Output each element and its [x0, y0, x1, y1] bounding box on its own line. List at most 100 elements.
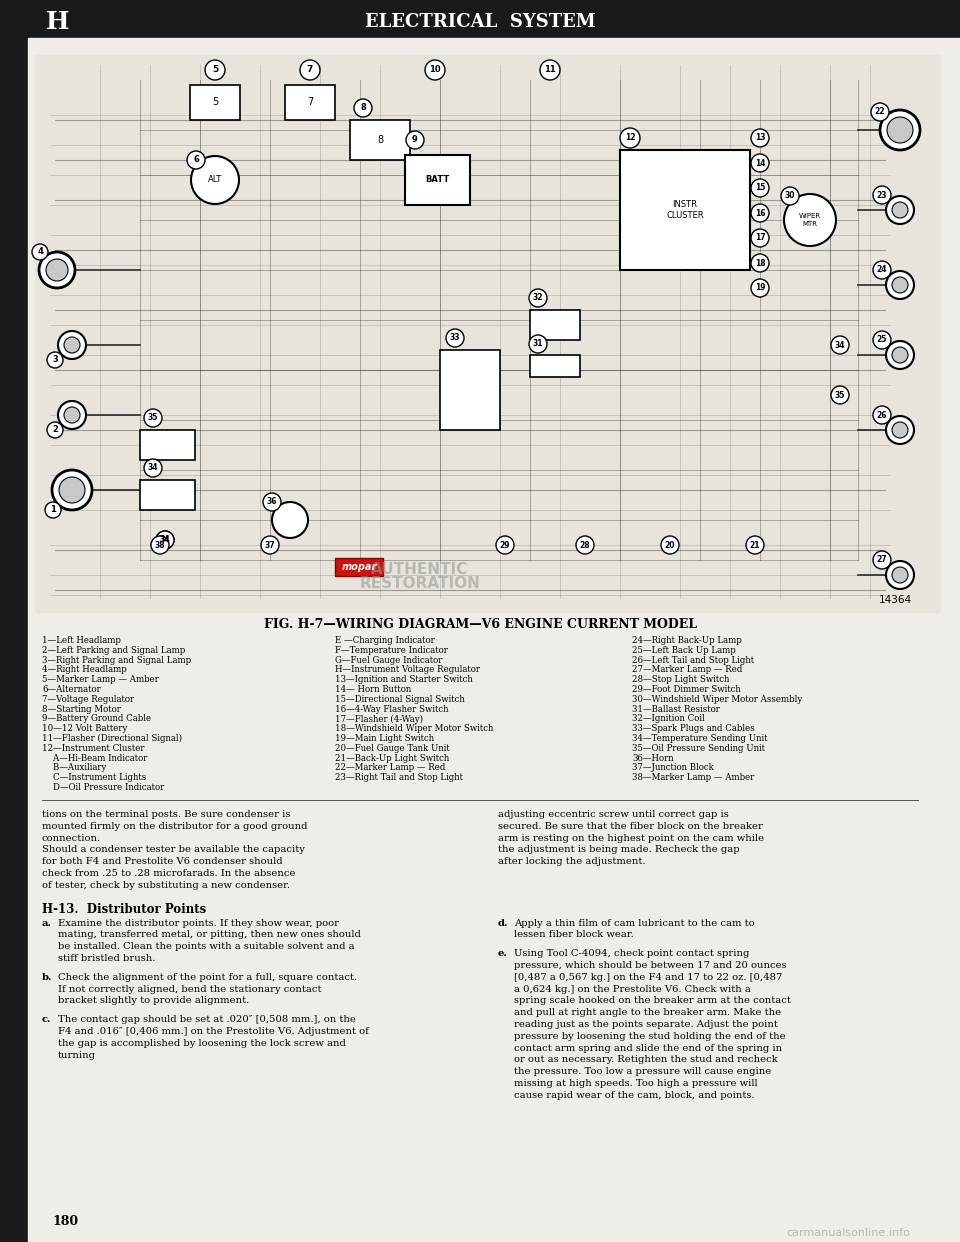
Text: 9: 9	[412, 135, 418, 144]
Circle shape	[892, 422, 908, 438]
Text: a 0,624 kg.] on the Prestolite V6. Check with a: a 0,624 kg.] on the Prestolite V6. Check…	[514, 985, 751, 994]
Text: carmanualsonline.info: carmanualsonline.info	[786, 1228, 910, 1238]
Circle shape	[406, 130, 424, 149]
Text: 13: 13	[755, 133, 765, 143]
Text: 24: 24	[876, 266, 887, 274]
Text: 36—Horn: 36—Horn	[632, 754, 674, 763]
Text: 2—Left Parking and Signal Lamp: 2—Left Parking and Signal Lamp	[42, 646, 185, 655]
Text: 20: 20	[664, 540, 675, 549]
Bar	[350, 120, 410, 160]
Circle shape	[751, 279, 769, 297]
Text: the adjustment is being made. Recheck the gap: the adjustment is being made. Recheck th…	[498, 846, 739, 854]
Circle shape	[529, 289, 547, 307]
Circle shape	[831, 337, 849, 354]
Text: after locking the adjustment.: after locking the adjustment.	[498, 857, 645, 866]
Text: arm is resting on the highest point on the cam while: arm is resting on the highest point on t…	[498, 833, 764, 842]
Text: 15—Directional Signal Switch: 15—Directional Signal Switch	[335, 694, 465, 704]
Text: spring scale hooked on the breaker arm at the contact: spring scale hooked on the breaker arm a…	[514, 996, 791, 1006]
Text: 14— Horn Button: 14— Horn Button	[335, 686, 411, 694]
Text: 23: 23	[876, 190, 887, 200]
Text: 19: 19	[755, 283, 765, 293]
Text: 1: 1	[50, 505, 56, 514]
Circle shape	[661, 537, 679, 554]
Text: 3: 3	[52, 355, 58, 364]
Text: or out as necessary. Retighten the stud and recheck: or out as necessary. Retighten the stud …	[514, 1056, 778, 1064]
Circle shape	[892, 568, 908, 582]
Text: cause rapid wear of the cam, block, and points.: cause rapid wear of the cam, block, and …	[514, 1090, 755, 1100]
Circle shape	[576, 537, 594, 554]
Text: ELECTRICAL  SYSTEM: ELECTRICAL SYSTEM	[365, 12, 595, 31]
Text: E —Charging Indicator: E —Charging Indicator	[335, 636, 435, 645]
Text: 34: 34	[159, 535, 170, 544]
Text: 22—Marker Lamp — Red: 22—Marker Lamp — Red	[335, 764, 445, 773]
Circle shape	[261, 537, 279, 554]
Bar	[140, 479, 195, 510]
Text: 29: 29	[500, 540, 511, 549]
Text: H-13.  Distributor Points: H-13. Distributor Points	[42, 903, 206, 915]
Text: 31: 31	[533, 339, 543, 349]
Circle shape	[46, 260, 68, 281]
Circle shape	[272, 502, 308, 538]
Bar	[530, 355, 580, 378]
Text: connection.: connection.	[42, 833, 101, 842]
Circle shape	[880, 111, 920, 150]
Text: 180: 180	[52, 1215, 78, 1228]
Circle shape	[892, 347, 908, 363]
Text: 26—Left Tail and Stop Light: 26—Left Tail and Stop Light	[632, 656, 755, 664]
Circle shape	[496, 537, 514, 554]
Text: 18—Windshield Wiper Motor Switch: 18—Windshield Wiper Motor Switch	[335, 724, 493, 733]
Circle shape	[886, 416, 914, 443]
Text: RESTORATION: RESTORATION	[360, 576, 480, 591]
Text: 38: 38	[155, 540, 165, 549]
Text: 3—Right Parking and Signal Lamp: 3—Right Parking and Signal Lamp	[42, 656, 191, 664]
Text: 27: 27	[876, 555, 887, 565]
Bar	[35, 55, 940, 612]
Text: BATT: BATT	[425, 175, 449, 185]
Circle shape	[59, 477, 85, 503]
Text: c.: c.	[42, 1015, 52, 1025]
Bar	[405, 155, 470, 205]
Text: H—Instrument Voltage Regulator: H—Instrument Voltage Regulator	[335, 666, 480, 674]
Text: secured. Be sure that the fiber block on the breaker: secured. Be sure that the fiber block on…	[498, 822, 763, 831]
Text: mating, transferred metal, or pitting, then new ones should: mating, transferred metal, or pitting, t…	[58, 930, 361, 939]
Text: stiff bristled brush.: stiff bristled brush.	[58, 954, 156, 963]
Circle shape	[751, 129, 769, 147]
Text: 4—Right Headlamp: 4—Right Headlamp	[42, 666, 127, 674]
Circle shape	[871, 103, 889, 120]
Circle shape	[831, 386, 849, 404]
Text: 5: 5	[212, 66, 218, 75]
Text: of tester, check by substituting a new condenser.: of tester, check by substituting a new c…	[42, 881, 290, 889]
Circle shape	[751, 229, 769, 247]
Text: 35: 35	[148, 414, 158, 422]
Text: 17—Flasher (4-Way): 17—Flasher (4-Way)	[335, 714, 423, 724]
Text: 10: 10	[429, 66, 441, 75]
Text: 7—Voltage Regulator: 7—Voltage Regulator	[42, 694, 134, 704]
Text: 32: 32	[533, 293, 543, 303]
Text: 16—4-Way Flasher Switch: 16—4-Way Flasher Switch	[335, 704, 448, 714]
Text: 25: 25	[876, 335, 887, 344]
Circle shape	[425, 60, 445, 79]
Text: 32—Ignition Coil: 32—Ignition Coil	[632, 714, 705, 723]
Text: Should a condenser tester be available the capacity: Should a condenser tester be available t…	[42, 846, 305, 854]
Text: 30: 30	[784, 191, 795, 200]
Text: 11: 11	[544, 66, 556, 75]
Text: 5—Marker Lamp — Amber: 5—Marker Lamp — Amber	[42, 676, 158, 684]
Text: mounted firmly on the distributor for a good ground: mounted firmly on the distributor for a …	[42, 822, 307, 831]
Circle shape	[540, 60, 560, 79]
Text: a.: a.	[42, 919, 52, 928]
Text: 34—Temperature Sending Unit: 34—Temperature Sending Unit	[632, 734, 767, 743]
Text: 34: 34	[159, 535, 170, 544]
Text: 10—12 Volt Battery: 10—12 Volt Battery	[42, 724, 128, 733]
Circle shape	[205, 60, 225, 79]
Circle shape	[873, 261, 891, 279]
Circle shape	[156, 532, 174, 549]
Circle shape	[144, 460, 162, 477]
Text: 7: 7	[307, 66, 313, 75]
Circle shape	[32, 243, 48, 260]
Circle shape	[47, 422, 63, 438]
Text: lessen fiber block wear.: lessen fiber block wear.	[514, 930, 634, 939]
Circle shape	[751, 255, 769, 272]
Text: 38—Marker Lamp — Amber: 38—Marker Lamp — Amber	[632, 774, 755, 782]
Circle shape	[58, 401, 86, 428]
Text: 18: 18	[755, 258, 765, 267]
